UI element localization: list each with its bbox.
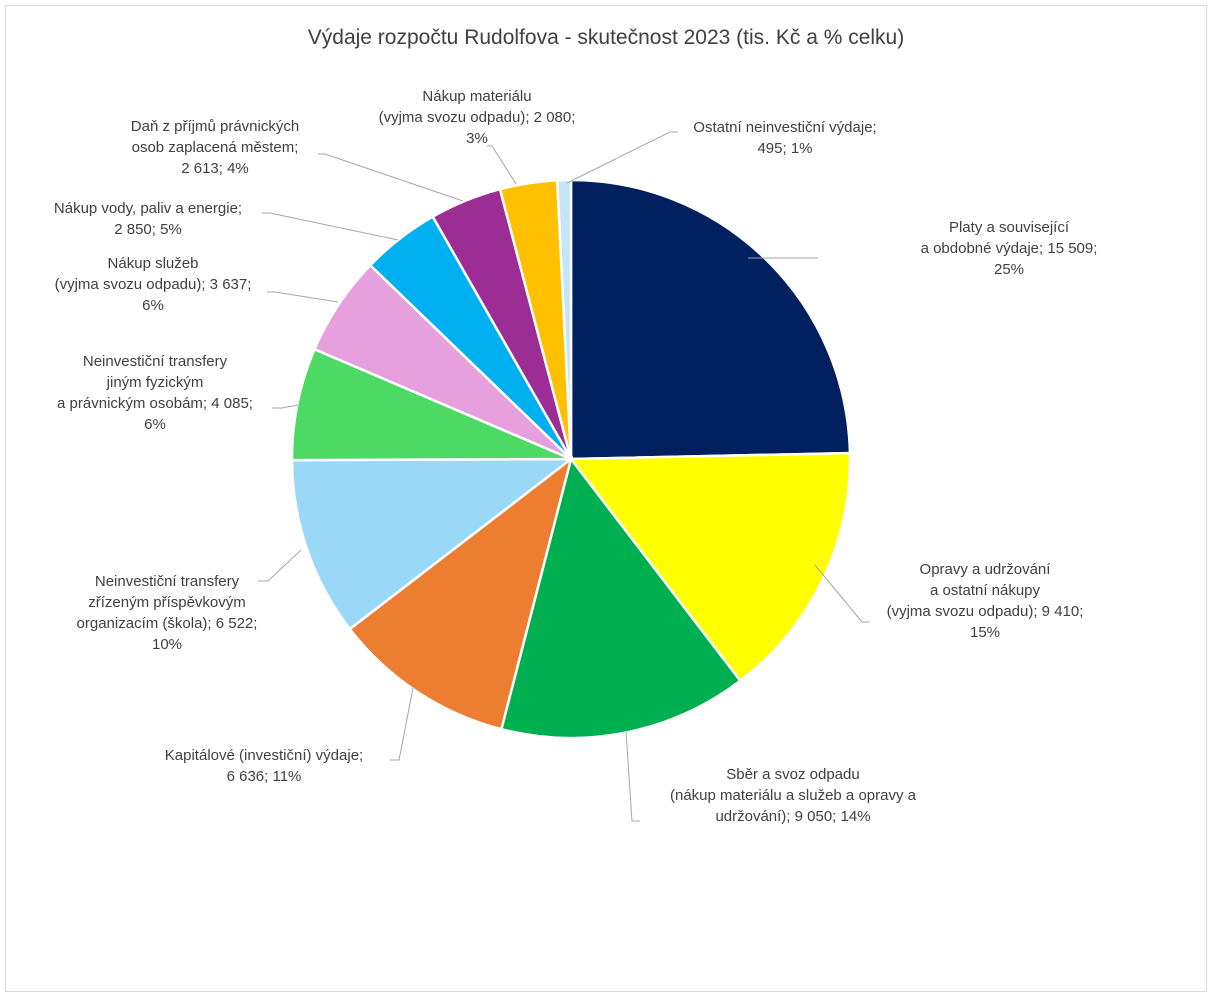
leader-line (566, 131, 678, 184)
data-label-ostatni-neinvesticni-vydaje: Ostatní neinvestiční výdaje; 495; 1% (693, 119, 876, 157)
data-label-line: 15% (970, 624, 1000, 641)
data-label-line: 6% (144, 416, 166, 433)
data-label-opravy-a-udrzovani-a-ostatni-nakupy-vyjm: Opravy a udržování a ostatní nákupy (vyjma… (887, 561, 1084, 641)
data-label-line: Neinvestiční transfery (83, 353, 228, 370)
data-label-nakup-sluzeb-vyjma-svozu-odpadu: Nákup služeb (vyjma svozu odpadu); 3 637;… (55, 255, 252, 314)
data-label-line: a právnickým osobám; 4 085; (57, 395, 253, 412)
data-label-line: Nákup materiálu (422, 88, 531, 105)
leader-line (262, 212, 399, 241)
leader-line (258, 549, 302, 582)
pie-slice-neinvesticni-transfery-jinym-fyzickym-a- (290, 347, 572, 462)
data-label-line: osob zaplacená městem; (132, 139, 299, 156)
leader-line (318, 153, 464, 202)
data-label-dan-z-prijmu-pravnickych-osob-zaplacena-: Daň z příjmů právnických osob zaplacená m… (131, 118, 299, 177)
data-label-line: (vyjma svozu odpadu); 9 410; (887, 603, 1084, 620)
pie-slice-neinvesticni-transfery-zrizenym-prispevk (290, 457, 575, 631)
data-label-nakup-vody-paliv-a-energie: Nákup vody, paliv a energie; 2 850; 5% (54, 200, 242, 238)
data-label-sber-a-svoz-odpadu-nakup-materialu-a-slu: Sběr a svoz odpadu (nákup materiálu a slu… (670, 766, 917, 825)
pie-slice-ostatni-neinvesticni-vydaje (555, 178, 573, 460)
leader-line (272, 404, 299, 409)
data-label-neinvesticni-transfery-zrizenym-prispevk: Neinvestiční transfery zřízeným příspěvko… (77, 573, 258, 653)
pie-slice-platy-a-souvisejici-a-obdobne-vydaje (569, 178, 852, 461)
leader-line (625, 731, 640, 822)
data-label-line: (vyjma svozu odpadu); 2 080; (379, 109, 576, 126)
leader-line (390, 687, 414, 761)
chart-title: Výdaje rozpočtu Rudolfova - skutečnost 2… (307, 26, 905, 49)
data-label-line: Daň z příjmů právnických (131, 118, 299, 135)
data-label-line: 495; 1% (757, 140, 812, 157)
data-label-line: a ostatní nákupy (930, 582, 1041, 599)
pie-slice-opravy-a-udrzovani-a-ostatni-nakupy-vyjm (568, 451, 852, 683)
data-label-line: jiným fyzickým (106, 374, 204, 391)
data-label-line: Kapitálové (investiční) výdaje; (165, 747, 363, 764)
data-label-line: 6 636; 11% (227, 768, 302, 785)
data-label-line: a obdobné výdaje; 15 509; (921, 240, 1098, 257)
data-label-line: (nákup materiálu a služeb a opravy a (670, 787, 917, 804)
data-label-neinvesticni-transfery-jinym-fyzickym-a-: Neinvestiční transfery jiným fyzickým a pr… (57, 353, 253, 433)
leader-line (267, 291, 339, 303)
data-label-line: udržování); 9 050; 14% (715, 808, 870, 825)
data-label-line: 25% (994, 261, 1024, 278)
data-label-nakup-materialu-vyjma-svozu-odpadu: Nákup materiálu (vyjma svozu odpadu); 2 0… (379, 88, 576, 147)
data-label-line: Nákup vody, paliv a energie; (54, 200, 242, 217)
data-label-platy-a-souvisejici-a-obdobne-vydaje: Platy a související a obdobné výdaje; 15 … (921, 219, 1098, 278)
data-label-line: 10% (152, 636, 182, 653)
data-label-kapitalove-investicni-vydaje: Kapitálové (investiční) výdaje; 6 636; 11… (165, 747, 363, 785)
data-label-line: Platy a související (949, 219, 1070, 236)
leader-line (814, 564, 870, 623)
data-label-line: Ostatní neinvestiční výdaje; (693, 119, 876, 136)
data-label-line: Sběr a svoz odpadu (726, 766, 859, 783)
data-label-line: organizacím (škola); 6 522; (77, 615, 258, 632)
data-label-line: 6% (142, 297, 164, 314)
data-label-line: Nákup služeb (108, 255, 199, 272)
data-label-line: 2 850; 5% (114, 221, 182, 238)
data-label-line: 3% (466, 130, 488, 147)
leader-line (487, 145, 517, 185)
data-label-line: zřízeným příspěvkovým (88, 594, 246, 611)
pie-slice-kapitalove-investicni-vydaje (348, 455, 574, 731)
data-label-line: 2 613; 4% (181, 160, 249, 177)
data-label-line: Opravy a udržování (920, 561, 1052, 578)
data-label-line: Neinvestiční transfery (95, 573, 240, 590)
data-label-line: (vyjma svozu odpadu); 3 637; (55, 276, 252, 293)
